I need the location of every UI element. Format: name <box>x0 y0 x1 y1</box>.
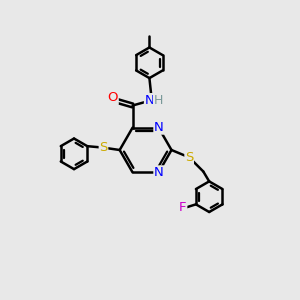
Text: O: O <box>108 91 118 104</box>
Text: S: S <box>99 141 108 154</box>
Text: N: N <box>145 94 154 107</box>
Text: H: H <box>154 94 163 107</box>
Text: F: F <box>179 201 187 214</box>
Text: N: N <box>154 166 164 179</box>
Text: S: S <box>185 151 193 164</box>
Text: N: N <box>154 121 164 134</box>
